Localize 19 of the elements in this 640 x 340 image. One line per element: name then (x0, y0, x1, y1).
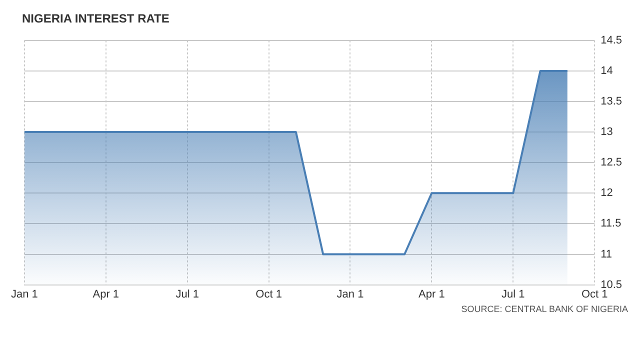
y-tick-label: 11 (600, 248, 612, 260)
x-tick-label: Apr 1 (92, 288, 120, 300)
x-tick-label: Jan 1 (10, 288, 38, 300)
x-tick-label: Oct 1 (256, 288, 282, 300)
source-note: SOURCE: CENTRAL BANK OF NIGERIA (460, 304, 629, 314)
y-tick-label: 14.5 (600, 34, 622, 46)
y-tick-label: 10.5 (600, 278, 622, 291)
x-tick-label: Oct 1 (581, 288, 608, 300)
y-tick-label: 12 (600, 187, 613, 200)
y-tick-label: 14 (600, 64, 613, 77)
x-tick-label: Jul 1 (176, 288, 199, 300)
x-tick-label: Apr 1 (418, 288, 445, 300)
y-tick-label: 13.5 (600, 96, 622, 108)
y-tick-label: 13 (600, 126, 613, 138)
y-tick-label: 12.5 (600, 156, 622, 169)
x-tick-label: Jan 1 (336, 288, 364, 300)
x-tick-label: Jul 1 (502, 288, 525, 300)
y-tick-label: 11.5 (600, 218, 622, 230)
chart-title: NIGERIA INTEREST RATE (22, 12, 170, 26)
